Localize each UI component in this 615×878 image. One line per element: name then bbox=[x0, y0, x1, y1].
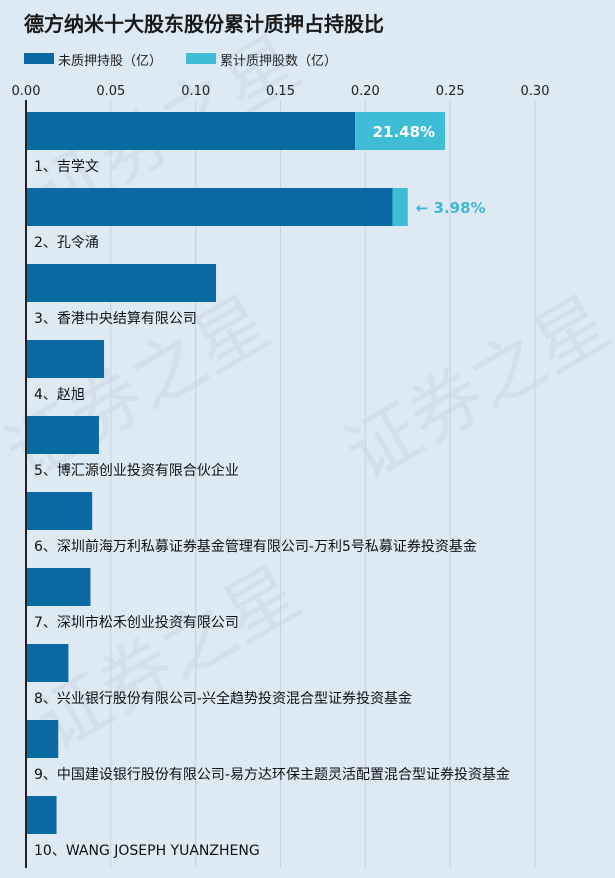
pledge-ratio-label: ← 3.98% bbox=[416, 199, 486, 217]
bar-unpledged bbox=[26, 264, 217, 302]
bar-unpledged bbox=[26, 568, 91, 606]
legend-swatch-pledged bbox=[186, 53, 216, 64]
bar-unpledged bbox=[26, 644, 69, 682]
bar-unpledged bbox=[26, 492, 93, 530]
bar-unpledged bbox=[26, 416, 99, 454]
category-label: 5、博汇源创业投资有限合伙企业 bbox=[34, 462, 239, 479]
category-label: 1、吉学文 bbox=[34, 159, 99, 175]
category-label: 9、中国建设银行股份有限公司-易方达环保主题灵活配置混合型证券投资基金 bbox=[34, 766, 510, 783]
x-tick-label: 0.20 bbox=[351, 84, 380, 99]
bar-unpledged bbox=[26, 112, 356, 150]
category-label: 7、深圳市松禾创业投资有限公司 bbox=[34, 614, 239, 631]
x-tick-label: 0.25 bbox=[436, 84, 465, 99]
bar-unpledged bbox=[26, 340, 105, 378]
bar-unpledged bbox=[26, 720, 59, 758]
x-tick-label: 0.05 bbox=[96, 84, 125, 99]
x-tick-label: 0.30 bbox=[521, 84, 550, 99]
category-label: 4、赵旭 bbox=[34, 387, 85, 403]
category-label: 10、WANG JOSEPH YUANZHENG bbox=[34, 843, 260, 859]
category-label: 6、深圳前海万利私募证券基金管理有限公司-万利5号私募证券投资基金 bbox=[34, 538, 477, 555]
x-tick-label: 0.10 bbox=[181, 84, 210, 99]
legend-label-pledged: 累计质押股数（亿） bbox=[220, 54, 338, 69]
category-label: 8、兴业银行股份有限公司-兴全趋势投资混合型证券投资基金 bbox=[34, 690, 412, 707]
bar-unpledged bbox=[26, 188, 393, 226]
bar-unpledged bbox=[26, 796, 57, 834]
chart-title: 德方纳米十大股东股份累计质押占持股比 bbox=[24, 12, 384, 36]
x-tick-label: 0.00 bbox=[12, 84, 41, 99]
bar-pledged bbox=[392, 188, 408, 226]
category-label: 2、孔令涌 bbox=[34, 235, 99, 251]
category-label: 3、香港中央结算有限公司 bbox=[34, 311, 197, 327]
legend-label-unpledged: 未质押持股（亿） bbox=[58, 54, 163, 69]
x-tick-label: 0.15 bbox=[266, 84, 295, 99]
pledge-ratio-label: 21.48% bbox=[373, 123, 435, 141]
bar-pledged bbox=[355, 112, 446, 150]
legend-swatch-unpledged bbox=[24, 53, 54, 64]
